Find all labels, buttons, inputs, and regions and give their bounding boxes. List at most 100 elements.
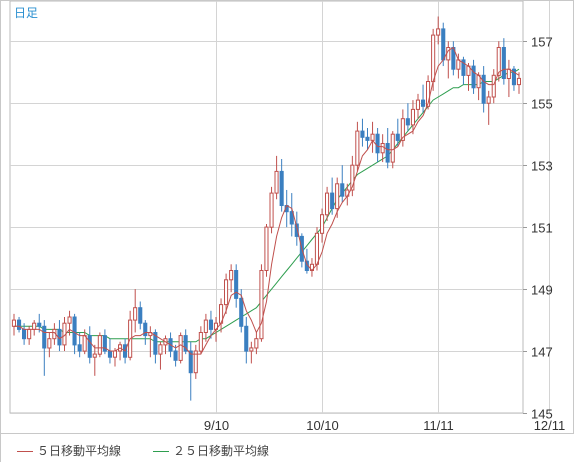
ma25-swatch-icon bbox=[153, 451, 169, 452]
candle-up bbox=[380, 143, 385, 154]
x-tick-label: 11/11 bbox=[423, 418, 454, 433]
candle-down bbox=[22, 328, 27, 340]
candle-down bbox=[244, 325, 249, 352]
x-tick-label: 9/10 bbox=[204, 418, 229, 433]
candle-up bbox=[67, 316, 72, 324]
legend-label-ma25: ２５日移動平均線 bbox=[173, 444, 270, 458]
candle-down bbox=[385, 143, 390, 163]
candle-up bbox=[11, 319, 16, 327]
candle-down bbox=[511, 68, 516, 86]
candle-down bbox=[461, 59, 466, 76]
candle-up bbox=[496, 47, 501, 76]
y-tick-label: 155 bbox=[531, 97, 553, 112]
candle-up bbox=[229, 270, 234, 281]
candle-up bbox=[426, 81, 431, 107]
candle-down bbox=[501, 47, 506, 79]
candle-down bbox=[77, 344, 82, 352]
candle-up bbox=[506, 68, 511, 79]
candle-down bbox=[72, 316, 77, 346]
candle-down bbox=[481, 74, 486, 104]
candle-down bbox=[153, 332, 158, 355]
candle-up bbox=[335, 183, 340, 210]
candle-down bbox=[239, 297, 244, 327]
candle-down bbox=[208, 319, 213, 330]
candle-up bbox=[112, 350, 118, 358]
candle-up bbox=[82, 335, 87, 352]
candle-down bbox=[330, 192, 335, 210]
candle-up bbox=[314, 232, 319, 265]
candle-down bbox=[143, 322, 148, 337]
candle-up bbox=[259, 270, 264, 340]
legend-item-ma5: ５日移動平均線 bbox=[17, 442, 121, 459]
candle-up bbox=[320, 214, 325, 234]
candle-up bbox=[198, 332, 203, 352]
candle-down bbox=[234, 270, 239, 299]
candle-down bbox=[138, 307, 143, 324]
candle-down bbox=[42, 325, 47, 349]
y-tick-label: 147 bbox=[531, 345, 553, 360]
candle-down bbox=[102, 335, 107, 352]
candle-down bbox=[365, 136, 370, 141]
y-axis-ticks: 145 147 149 151 153 155 157 bbox=[523, 35, 553, 422]
candle-up bbox=[92, 353, 97, 358]
candle-up bbox=[390, 133, 395, 163]
candle-up bbox=[203, 319, 208, 334]
candle-down bbox=[188, 350, 193, 374]
y-tick-label: 145 bbox=[531, 407, 553, 422]
candle-down bbox=[279, 170, 284, 206]
candle-down bbox=[421, 99, 426, 107]
candle-down bbox=[87, 335, 92, 358]
candle-down bbox=[183, 335, 188, 352]
candle-up bbox=[97, 335, 102, 355]
candle-down bbox=[289, 211, 294, 225]
candle-up bbox=[516, 77, 522, 86]
candle-down bbox=[471, 65, 476, 89]
candle-down bbox=[441, 28, 446, 61]
y-tick-label: 153 bbox=[531, 159, 553, 174]
candle-up bbox=[178, 335, 183, 361]
legend-item-ma25: ２５日移動平均線 bbox=[153, 442, 269, 459]
legend: ５日移動平均線 ２５日移動平均線 bbox=[1, 433, 574, 464]
candle-up bbox=[269, 192, 274, 228]
y-tick-label: 149 bbox=[531, 283, 553, 298]
candle-up bbox=[415, 99, 420, 110]
candle-up bbox=[355, 130, 360, 166]
candle-down bbox=[107, 350, 113, 358]
candle-up bbox=[486, 96, 491, 104]
ma5-line bbox=[14, 46, 520, 355]
candle-down bbox=[294, 223, 299, 237]
candle-up bbox=[436, 28, 441, 36]
candle-up bbox=[133, 307, 138, 321]
candle-up bbox=[32, 322, 37, 330]
candle-up bbox=[491, 74, 496, 98]
candlestick-chart: 145 147 149 151 153 155 157 9/10 10/10 11/11 12/1… bbox=[9, 1, 565, 433]
candle-down bbox=[405, 118, 410, 126]
candle-up bbox=[254, 338, 259, 349]
candle-up bbox=[410, 108, 415, 126]
y-tick-label: 157 bbox=[531, 35, 553, 50]
candle-down bbox=[340, 183, 345, 197]
candle-down bbox=[375, 133, 380, 154]
candles bbox=[11, 16, 522, 401]
candle-up bbox=[158, 344, 163, 355]
candle-up bbox=[456, 59, 461, 70]
candle-down bbox=[360, 130, 365, 138]
y-tick-label: 151 bbox=[531, 221, 553, 236]
candle-down bbox=[173, 350, 178, 361]
x-tick-label: 10/10 bbox=[306, 418, 339, 433]
period-label[interactable]: 日足 bbox=[14, 6, 39, 20]
candle-up bbox=[47, 338, 52, 349]
candle-up bbox=[224, 279, 229, 306]
x-axis-ticks: 9/10 10/10 11/11 12/11 bbox=[204, 418, 565, 433]
candle-down bbox=[395, 133, 400, 141]
candle-down bbox=[17, 319, 22, 330]
candle-up bbox=[274, 170, 279, 194]
candle-up bbox=[27, 328, 32, 340]
x-tick-label: 12/11 bbox=[534, 418, 566, 433]
candle-up bbox=[264, 226, 269, 272]
legend-label-ma5: ５日移動平均線 bbox=[37, 444, 122, 458]
candle-down bbox=[37, 322, 42, 327]
ma5-layer bbox=[14, 46, 520, 355]
candle-up bbox=[350, 164, 355, 191]
